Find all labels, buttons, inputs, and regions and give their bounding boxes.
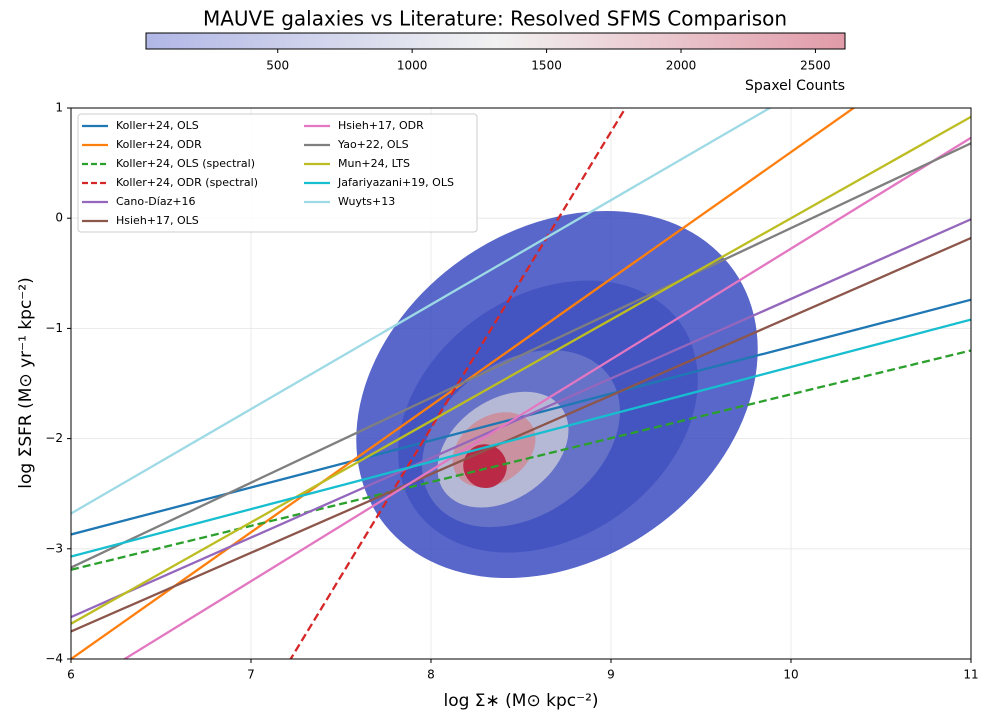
- line: [71, 218, 971, 619]
- colorbar-tick-label: 2500: [800, 59, 831, 73]
- legend-box: [77, 113, 478, 233]
- line: [71, 236, 971, 633]
- y-tick-label: 0: [55, 211, 63, 225]
- colorbar-tick-label: 1500: [531, 59, 562, 73]
- legend-label: Cano-Díaz+16: [116, 195, 196, 208]
- colorbar-tick-label: 500: [266, 59, 289, 73]
- x-tick-label: 8: [427, 668, 435, 682]
- line: [122, 136, 971, 659]
- y-tick-label: −1: [45, 321, 63, 335]
- colorbar-tick-label: 2000: [666, 59, 697, 73]
- colorbar-label: Spaxel Counts: [745, 78, 845, 94]
- x-tick-label: 6: [67, 668, 75, 682]
- colorbar-tick-label: 1000: [397, 59, 428, 73]
- y-axis-label: log ΣSFR (M⊙ yr⁻¹ kpc⁻²): [16, 277, 36, 488]
- plot-frame: [70, 107, 972, 660]
- line: [71, 349, 971, 571]
- line: [289, 108, 627, 659]
- legend-label: Wuyts+13: [338, 195, 395, 208]
- line: [71, 108, 856, 659]
- line: [71, 142, 971, 569]
- legend-label: Koller+24, OLS (spectral): [116, 157, 255, 170]
- line: [71, 108, 773, 515]
- y-tick-label: 1: [55, 101, 63, 115]
- legend-label: Koller+24, ODR (spectral): [116, 176, 258, 189]
- line: [71, 318, 971, 558]
- plot-area: [71, 108, 971, 659]
- x-tick-label: 7: [247, 668, 255, 682]
- legend-label: Hsieh+17, ODR: [338, 119, 424, 132]
- x-tick-label: 9: [607, 668, 615, 682]
- legend-label: Jafariyazani+19, OLS: [337, 176, 454, 189]
- line: [71, 115, 971, 625]
- x-tick-label: 11: [963, 668, 978, 682]
- legend-label: Koller+24, ODR: [116, 138, 202, 151]
- colorbar: [145, 32, 846, 50]
- legend-label: Hsieh+17, OLS: [116, 214, 199, 227]
- y-tick-label: −2: [45, 431, 63, 445]
- legend-label: Yao+22, OLS: [337, 138, 409, 151]
- y-tick-label: −3: [45, 541, 63, 555]
- x-tick-label: 10: [783, 668, 798, 682]
- chart-title: MAUVE galaxies vs Literature: Resolved S…: [203, 7, 787, 31]
- legend-label: Koller+24, OLS: [116, 119, 199, 132]
- x-axis-label: log Σ∗ (M⊙ kpc⁻²): [443, 691, 598, 711]
- y-tick-label: −4: [45, 652, 63, 666]
- legend-label: Mun+24, LTS: [338, 157, 410, 170]
